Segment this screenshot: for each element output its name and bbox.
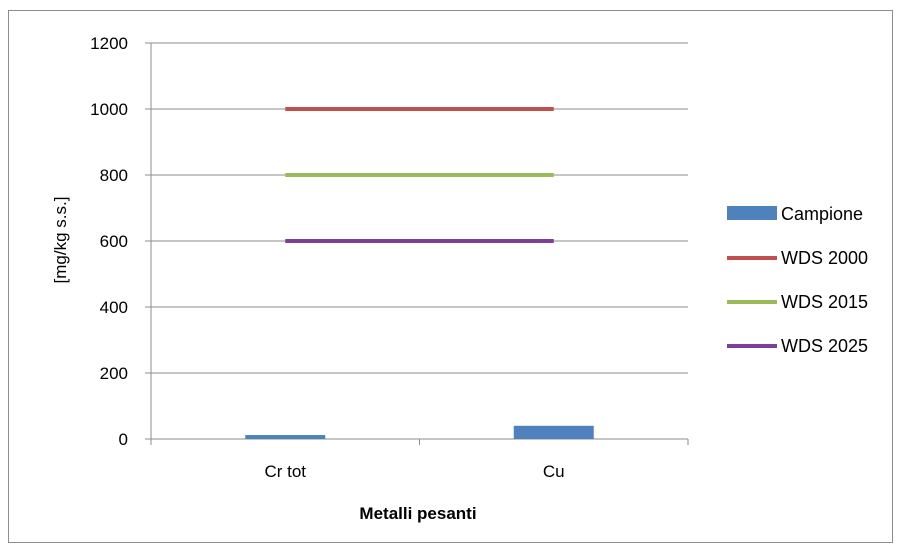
y-axis-title: [mg/kg s.s.] xyxy=(51,197,70,284)
legend-label: WDS 2000 xyxy=(781,248,868,268)
bar-campione-1 xyxy=(513,425,594,439)
chart-frame xyxy=(8,10,893,543)
legend-swatch xyxy=(727,206,777,220)
y-tick-label: 0 xyxy=(119,430,128,449)
legend: Campione WDS 2000 WDS 2015 WDS 2025 xyxy=(727,204,868,356)
legend-label: WDS 2015 xyxy=(781,292,868,312)
y-tick-label: 1200 xyxy=(90,34,128,53)
legend-label: WDS 2025 xyxy=(781,336,868,356)
y-tick-label: 600 xyxy=(100,232,128,251)
threshold-lines xyxy=(285,107,554,243)
x-tick-label: Cr tot xyxy=(264,462,306,481)
axes xyxy=(145,42,689,445)
x-axis-title: Metalli pesanti xyxy=(359,504,476,523)
bar-campione-0 xyxy=(245,435,326,439)
y-tick-label: 800 xyxy=(100,166,128,185)
x-tick-label: Cu xyxy=(543,462,565,481)
y-tick-label: 400 xyxy=(100,298,128,317)
gridlines xyxy=(151,42,688,374)
y-tick-labels: 0 200 400 600 800 1000 1200 xyxy=(90,34,128,449)
legend-label: Campione xyxy=(781,204,863,224)
y-tick-label: 200 xyxy=(100,364,128,383)
x-tick-labels: Cr tot Cu xyxy=(264,462,564,481)
bars xyxy=(245,425,594,439)
y-tick-label: 1000 xyxy=(90,100,128,119)
